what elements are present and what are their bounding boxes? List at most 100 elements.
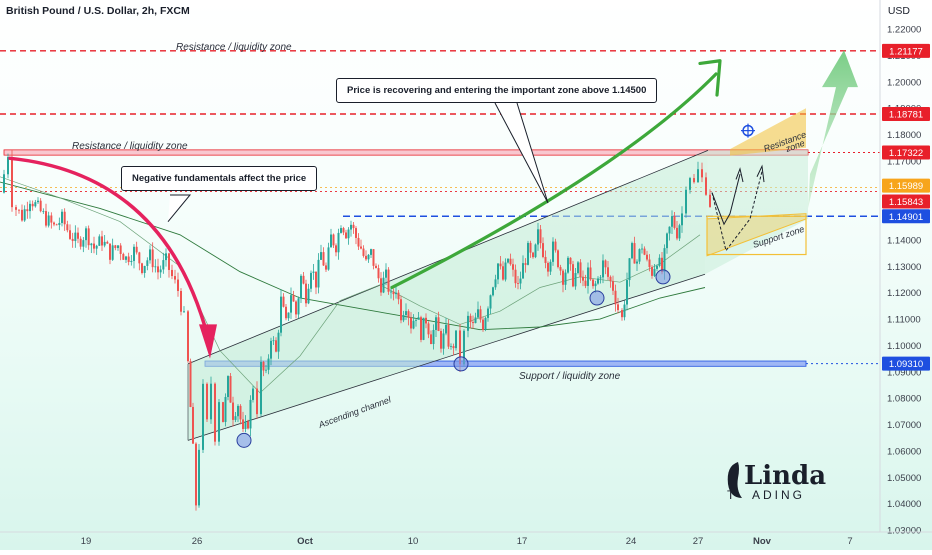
candle[interactable] [249, 395, 252, 437]
candle[interactable] [229, 372, 232, 403]
candle[interactable] [3, 169, 5, 194]
candle[interactable] [412, 314, 415, 330]
candle[interactable] [165, 248, 167, 267]
candle[interactable] [174, 269, 176, 284]
candle[interactable] [272, 336, 275, 346]
candle[interactable] [71, 232, 74, 248]
candles-layer[interactable] [3, 150, 711, 511]
candle[interactable] [385, 263, 387, 286]
candle[interactable] [410, 312, 412, 334]
candle[interactable] [452, 343, 455, 356]
candle[interactable] [202, 379, 204, 453]
candle[interactable] [206, 382, 208, 423]
candle[interactable] [7, 153, 9, 179]
candle[interactable] [557, 249, 559, 269]
candle[interactable] [252, 385, 254, 403]
candle[interactable] [572, 260, 574, 288]
candle[interactable] [504, 258, 507, 282]
candle[interactable] [53, 221, 55, 227]
candle[interactable] [365, 250, 367, 261]
candle[interactable] [239, 404, 242, 425]
candle[interactable] [198, 444, 200, 508]
candle[interactable] [244, 415, 247, 433]
candle[interactable] [21, 204, 23, 222]
candle[interactable] [26, 201, 29, 219]
candle[interactable] [109, 243, 111, 265]
candle[interactable] [592, 279, 594, 289]
candle[interactable] [267, 354, 270, 375]
candle[interactable] [39, 198, 42, 213]
candle[interactable] [34, 199, 37, 208]
candle[interactable] [392, 288, 395, 301]
candle[interactable] [440, 328, 442, 353]
candle[interactable] [701, 162, 703, 183]
candle[interactable] [141, 262, 143, 275]
candle[interactable] [143, 265, 146, 278]
candle[interactable] [577, 261, 579, 275]
candle[interactable] [705, 172, 707, 196]
candle[interactable] [529, 240, 532, 258]
candle[interactable] [614, 284, 617, 312]
candle[interactable] [234, 411, 237, 423]
candle[interactable] [405, 303, 407, 320]
candle[interactable] [709, 189, 711, 208]
candle[interactable] [517, 276, 519, 290]
candle[interactable] [524, 258, 527, 273]
candle[interactable] [445, 317, 447, 336]
candle[interactable] [597, 276, 599, 285]
candle[interactable] [360, 239, 362, 250]
candle[interactable] [612, 275, 614, 296]
candle[interactable] [653, 264, 656, 277]
candle[interactable] [189, 358, 192, 408]
candle[interactable] [61, 209, 63, 227]
candle[interactable] [180, 288, 182, 316]
candle[interactable] [98, 234, 101, 246]
candle[interactable] [117, 244, 119, 251]
candle[interactable] [192, 402, 194, 444]
candle[interactable] [477, 301, 479, 319]
candle[interactable] [562, 268, 564, 293]
candle[interactable] [382, 271, 385, 294]
candle[interactable] [317, 253, 320, 294]
candle[interactable] [542, 237, 544, 259]
candle[interactable] [569, 257, 572, 271]
candle[interactable] [347, 227, 350, 245]
candle[interactable] [455, 330, 457, 351]
candle[interactable] [151, 242, 154, 273]
candle[interactable] [564, 269, 567, 290]
candle[interactable] [442, 328, 445, 355]
candle[interactable] [187, 310, 189, 363]
candle[interactable] [103, 235, 106, 248]
candle[interactable] [372, 249, 375, 270]
candle[interactable] [377, 264, 380, 283]
candle[interactable] [195, 442, 197, 511]
candle[interactable] [312, 263, 315, 280]
candle[interactable] [472, 315, 474, 329]
candle[interactable] [335, 243, 337, 257]
candle[interactable] [450, 343, 452, 350]
candle[interactable] [85, 226, 87, 248]
candle[interactable] [332, 233, 335, 248]
candle[interactable] [607, 261, 609, 281]
candle[interactable] [295, 300, 297, 319]
candle[interactable] [18, 209, 20, 214]
candle[interactable] [417, 312, 420, 320]
candle[interactable] [375, 263, 377, 269]
candle[interactable] [159, 265, 162, 278]
candle[interactable] [427, 321, 430, 339]
candle[interactable] [609, 275, 612, 288]
candle[interactable] [512, 258, 514, 277]
candle[interactable] [415, 319, 417, 327]
candle[interactable] [260, 356, 262, 417]
candle[interactable] [673, 211, 676, 230]
candle[interactable] [492, 286, 494, 297]
candle[interactable] [227, 375, 229, 401]
candle[interactable] [693, 173, 695, 184]
candle[interactable] [310, 270, 312, 293]
candle[interactable] [210, 376, 212, 424]
candle[interactable] [29, 200, 31, 219]
candle[interactable] [93, 236, 95, 254]
candle[interactable] [270, 337, 272, 366]
candle[interactable] [367, 254, 370, 263]
candle[interactable] [297, 296, 300, 319]
